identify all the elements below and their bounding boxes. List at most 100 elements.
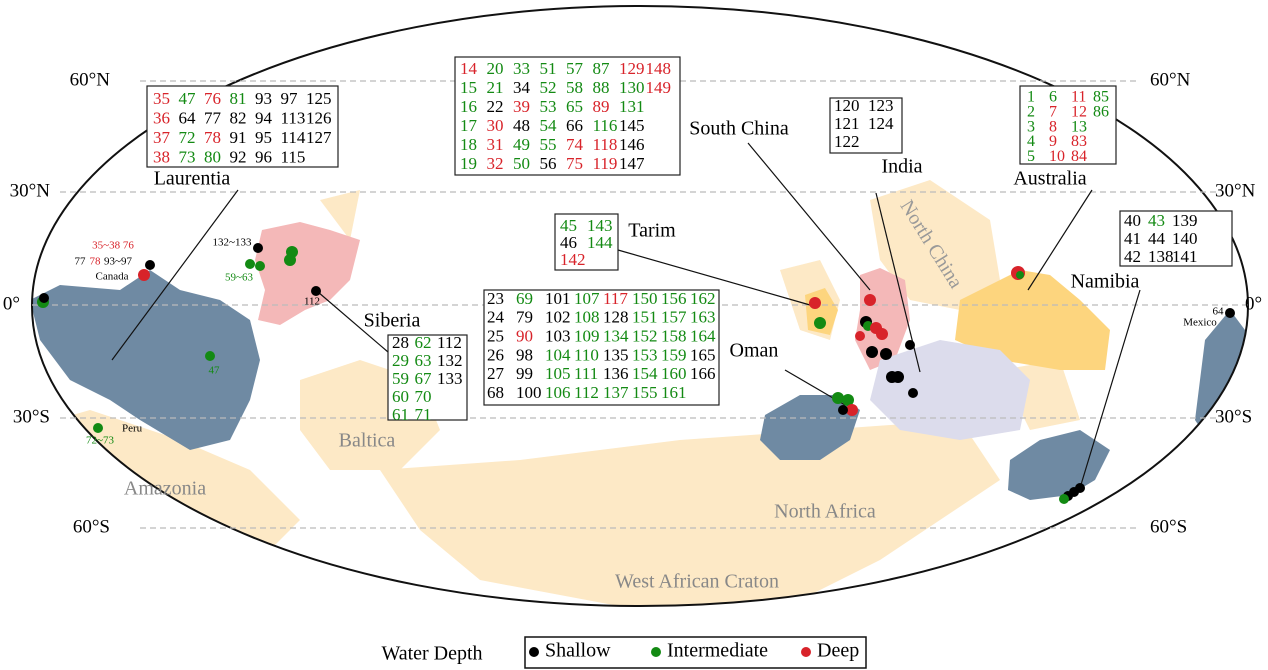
legend-label: Intermediate xyxy=(667,640,768,662)
sample-number: 141 xyxy=(1172,247,1198,266)
sample-number: 166 xyxy=(690,364,716,383)
sample-number: 121 xyxy=(834,114,860,133)
sample-number: 61 xyxy=(392,405,409,424)
region-label: Tarim xyxy=(628,220,676,242)
sample-number: 81 xyxy=(230,89,247,108)
sample-number: 133 xyxy=(437,369,463,388)
latitude-label: 30°S xyxy=(1215,406,1252,427)
point-label: 35~38 76 xyxy=(92,240,134,252)
sample-number: 70 xyxy=(415,387,432,406)
sample-number: 5 xyxy=(1027,148,1035,165)
sample-number: 53 xyxy=(540,97,557,116)
sample-number: 135 xyxy=(603,345,629,364)
sample-number: 109 xyxy=(574,327,600,346)
leader-lines xyxy=(111,142,1141,489)
latitude-label: 0° xyxy=(1245,293,1262,314)
sample-number: 138 xyxy=(1148,247,1174,266)
point-label: 132~133 xyxy=(213,237,252,249)
sample-number: 51 xyxy=(540,59,557,78)
legend-marker xyxy=(651,647,661,657)
sample-number: 108 xyxy=(574,308,600,327)
sample-number: 52 xyxy=(540,78,557,97)
sample-number: 159 xyxy=(661,345,687,364)
region-label: Amazonia xyxy=(124,478,206,500)
sample-number: 86 xyxy=(1093,103,1109,120)
region-label: North Africa xyxy=(774,501,876,523)
sample-number: 82 xyxy=(230,108,247,127)
sample-number: 157 xyxy=(661,308,687,327)
legend-marker xyxy=(801,647,811,657)
sample-number: 142 xyxy=(560,250,586,269)
sample-number: 23 xyxy=(487,289,504,308)
region-label: Australia xyxy=(1013,168,1086,190)
point-label: 77 xyxy=(75,256,87,268)
sample-number: 41 xyxy=(1124,229,1141,248)
latitude-label: 60°N xyxy=(1150,69,1191,90)
sample-number: 21 xyxy=(487,78,504,97)
point-label: 93~97 xyxy=(104,256,132,268)
sample-number: 28 xyxy=(392,333,409,352)
sample-number: 144 xyxy=(587,233,613,252)
region-label: Siberia xyxy=(364,310,421,332)
sample-number: 4 xyxy=(1027,133,1035,150)
sample-number: 110 xyxy=(574,345,599,364)
sample-number: 122 xyxy=(834,132,860,151)
sample-number: 40 xyxy=(1124,211,1141,230)
region-label: Oman xyxy=(730,340,779,362)
sample-number: 118 xyxy=(593,135,618,154)
sample-number: 132 xyxy=(437,351,463,370)
number-box xyxy=(1119,210,1233,267)
sample-number: 59 xyxy=(392,369,409,388)
sample-number: 139 xyxy=(1172,211,1198,230)
sample-number: 74 xyxy=(566,135,584,154)
map-border xyxy=(31,5,1249,607)
region-label: Baltica xyxy=(339,430,396,452)
point-label: 112 xyxy=(304,296,320,308)
sample-number: 77 xyxy=(204,108,222,127)
sample-number: 93 xyxy=(255,89,272,108)
sample-number: 146 xyxy=(619,135,645,154)
sample-number: 145 xyxy=(619,116,645,135)
legend-label: Deep xyxy=(817,640,859,662)
legend-title: Water Depth xyxy=(381,643,482,665)
sample-number: 36 xyxy=(153,108,170,127)
sample-number: 117 xyxy=(603,289,628,308)
sample-number: 47 xyxy=(179,89,197,108)
sample-number: 115 xyxy=(281,147,306,166)
sample-number: 151 xyxy=(632,308,658,327)
sample-number: 9 xyxy=(1049,133,1057,150)
sample-number: 19 xyxy=(460,154,477,173)
sample-number: 103 xyxy=(545,327,571,346)
sample-number: 94 xyxy=(255,108,273,127)
sample-number: 92 xyxy=(230,147,247,166)
sample-number: 161 xyxy=(661,383,687,402)
sample-number: 56 xyxy=(540,154,557,173)
sample-number: 15 xyxy=(460,78,477,97)
sample-number: 149 xyxy=(646,78,672,97)
sample-number: 98 xyxy=(516,345,533,364)
sample-number: 165 xyxy=(690,345,716,364)
sample-number: 136 xyxy=(603,364,629,383)
sample-number: 71 xyxy=(415,405,432,424)
sample-number: 130 xyxy=(619,78,645,97)
sample-number: 150 xyxy=(632,289,658,308)
number-box xyxy=(829,97,903,154)
sample-number: 125 xyxy=(306,89,332,108)
sample-number: 12 xyxy=(1071,103,1087,120)
sample-number: 66 xyxy=(566,116,583,135)
point-label: 64 xyxy=(1213,306,1225,318)
sample-number: 102 xyxy=(545,308,571,327)
sample-number: 131 xyxy=(619,97,645,116)
sample-number: 164 xyxy=(690,327,716,346)
sample-number: 155 xyxy=(632,383,658,402)
sample-number: 6 xyxy=(1049,89,1057,106)
point-label: 47 xyxy=(209,365,221,377)
sample-number: 8 xyxy=(1049,118,1057,135)
sample-number: 111 xyxy=(574,364,598,383)
point-label: Canada xyxy=(96,271,129,283)
sample-number: 64 xyxy=(179,108,197,127)
sample-number: 126 xyxy=(306,108,332,127)
sample-number: 91 xyxy=(230,128,247,147)
sample-number: 29 xyxy=(392,351,409,370)
sample-number: 65 xyxy=(566,97,583,116)
